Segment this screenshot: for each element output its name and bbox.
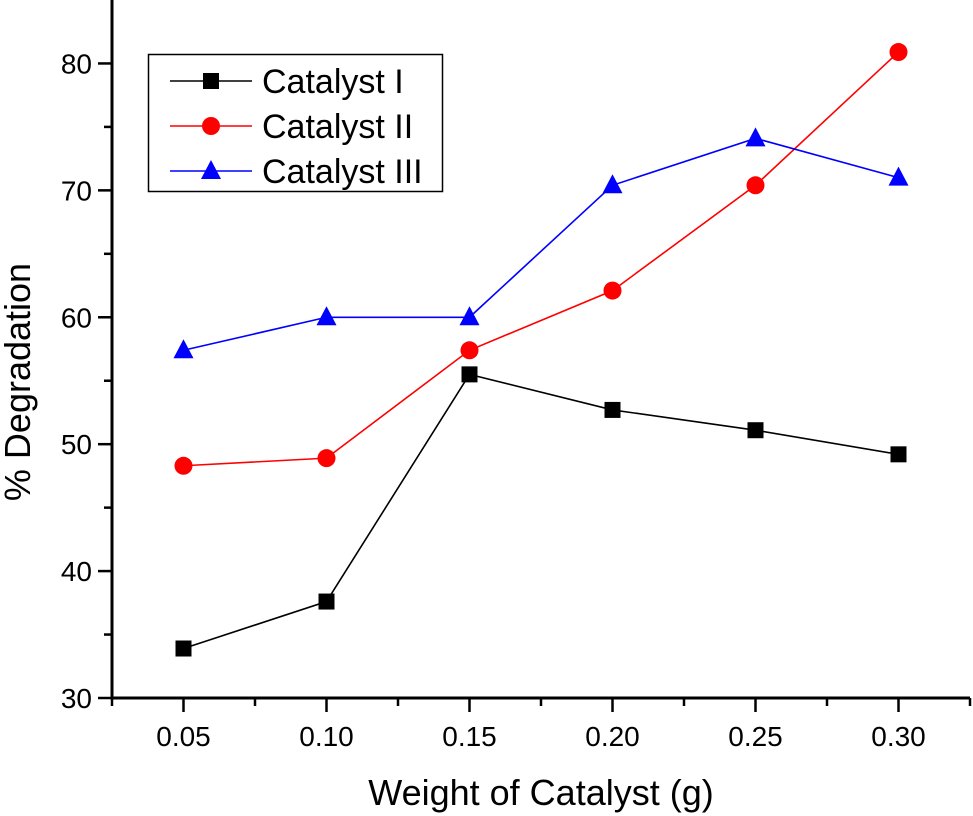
series-line xyxy=(183,51,900,467)
legend: Catalyst I Catalyst II Catalyst III xyxy=(147,53,444,193)
circle-marker xyxy=(746,176,765,195)
y-tick-label: 60 xyxy=(61,302,92,333)
series-catalyst-ii xyxy=(174,43,908,475)
triangle-marker xyxy=(602,174,623,194)
x-tick-label: 0.20 xyxy=(585,721,640,752)
circle-marker xyxy=(460,341,479,360)
series-line xyxy=(183,137,899,352)
triangle-marker xyxy=(745,127,766,147)
x-axis-label: Weight of Catalyst (g) xyxy=(368,772,713,813)
triangle-marker xyxy=(459,306,480,326)
x-tick-label: 0.30 xyxy=(871,721,926,752)
legend-label: Catalyst III xyxy=(262,153,423,191)
legend-item: Catalyst III xyxy=(170,153,423,191)
series-layer xyxy=(173,43,909,657)
square-marker xyxy=(604,401,621,418)
triangle-marker xyxy=(316,306,337,326)
legend-label: Catalyst I xyxy=(262,63,404,101)
legend-item: Catalyst II xyxy=(170,108,413,146)
square-marker xyxy=(890,446,907,463)
x-tick-label: 0.10 xyxy=(299,721,354,752)
circle-marker xyxy=(174,456,193,475)
y-tick-label: 80 xyxy=(61,48,92,79)
y-tick-label: 70 xyxy=(61,175,92,206)
square-marker xyxy=(318,593,335,610)
circle-marker xyxy=(603,281,622,300)
square-marker xyxy=(461,366,478,383)
square-marker xyxy=(175,640,192,657)
legend-item: Catalyst I xyxy=(170,63,404,101)
y-tick-label: 30 xyxy=(61,683,92,714)
triangle-marker xyxy=(888,166,909,186)
y-axis-label: % Degradation xyxy=(0,263,38,501)
legend-label: Catalyst II xyxy=(262,108,413,146)
axes: 30 40 50 60 70 80 0.05 0.10 0.15 0.20 0.25 0.30 xyxy=(61,0,972,752)
x-tick-label: 0.25 xyxy=(728,721,783,752)
circle-marker xyxy=(202,117,220,135)
circle-marker xyxy=(317,449,336,468)
triangle-marker xyxy=(173,339,194,359)
square-marker xyxy=(747,422,764,439)
series-line xyxy=(183,373,899,650)
x-tick-label: 0.15 xyxy=(442,721,497,752)
circle-marker xyxy=(889,43,908,62)
y-tick-label: 50 xyxy=(61,429,92,460)
y-tick-label: 40 xyxy=(61,556,92,587)
x-tick-label: 0.05 xyxy=(156,721,211,752)
triangle-marker xyxy=(201,160,221,179)
series-catalyst-iii xyxy=(173,127,909,359)
square-marker xyxy=(203,73,219,89)
series-catalyst-i xyxy=(175,366,907,657)
legend-box xyxy=(147,53,444,193)
